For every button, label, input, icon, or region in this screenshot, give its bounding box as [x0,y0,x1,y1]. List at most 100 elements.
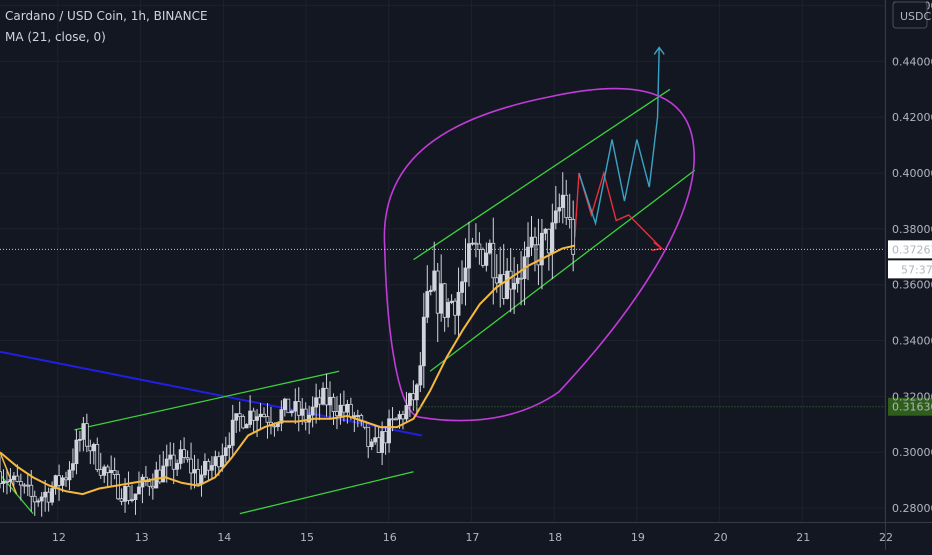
candle-body [150,485,155,489]
candle-body [397,414,402,420]
x-tick-label: 16 [383,531,397,544]
candle-body [60,477,65,486]
candle-body [91,443,96,452]
candle-body [71,463,75,471]
candle-body [15,475,20,482]
candle-body [286,398,291,414]
candle-body [477,243,482,250]
candle-body [303,408,308,423]
candle-body [112,470,117,475]
candle-body [425,291,430,318]
candle-body [474,242,478,245]
candle-body [408,393,412,406]
candle-body [126,485,131,501]
candle-body [414,384,419,401]
currency-badge-box [892,1,928,29]
candle-body [102,466,107,476]
candle-body [296,401,301,416]
candle-body [22,484,27,487]
currency-label: USDC [900,10,932,23]
candle-body [529,236,534,248]
y-tick-label: 0.44000 [892,55,932,68]
indicator-title: MA (21, close, 0) [5,30,106,44]
candle-body [116,474,121,500]
candle-body [213,456,218,466]
candle-body [418,365,423,386]
candle-body [404,405,409,420]
candle-body [480,249,485,266]
candle-body [0,471,2,484]
x-tick-label: 20 [714,531,728,544]
candle-body [310,406,315,416]
candle-body [57,475,61,486]
candle-body [369,441,374,447]
candle-body [321,387,325,405]
x-tick-label: 15 [300,531,314,544]
candle-body [335,411,339,417]
candle-body [442,283,447,318]
candle-body [258,413,263,418]
lower-channel-top-line [74,370,340,431]
candle-body [119,498,124,502]
candle-body [81,423,86,440]
x-tick-label: 14 [217,531,231,544]
candle-body [508,270,513,290]
candle-body [279,409,284,424]
candle-body [50,488,55,503]
candle-body [105,466,110,473]
x-tick-label: 19 [631,531,645,544]
candle-body [43,491,48,498]
candle-body [133,493,138,501]
candle-body [355,415,360,417]
candle-body [237,413,242,418]
candle-body [446,302,451,318]
candle-body [342,404,346,413]
candle-body [293,401,298,412]
candle-body [29,484,34,497]
candle-body [178,449,183,464]
candle-body [5,481,9,483]
candle-body [557,207,562,212]
last-price-value: 0.37267 [892,243,932,256]
candle-body [164,458,169,467]
candle-body [1,481,6,484]
candle-body [470,242,475,245]
candle-body [192,469,197,474]
candle-body [262,413,266,418]
candle-body [11,475,16,480]
candle-body [494,277,499,284]
candle-body [241,416,246,429]
candle-body [456,291,461,316]
ma-line [0,244,576,496]
lower-channel-bottom-line [239,471,414,515]
candle-body [366,426,371,447]
candle-body [64,477,68,481]
candle-body [411,393,416,401]
x-tick-label: 21 [796,531,810,544]
candle-body [95,443,100,470]
candle-body [272,425,277,428]
candle-body [251,410,256,421]
candle-body [265,416,270,423]
countdown-label: 57:37 [888,260,932,279]
candle-body [74,439,79,465]
candle-body [401,414,405,420]
candle-body [189,458,193,474]
candle-body [460,281,464,293]
candle-body [526,246,530,258]
candle-body [88,445,93,452]
candle-body [227,444,232,449]
candle-body [428,289,433,292]
candle-body [300,408,305,416]
candle-body [387,418,391,444]
x-tick-label: 12 [52,531,66,544]
candle-body [84,423,89,447]
